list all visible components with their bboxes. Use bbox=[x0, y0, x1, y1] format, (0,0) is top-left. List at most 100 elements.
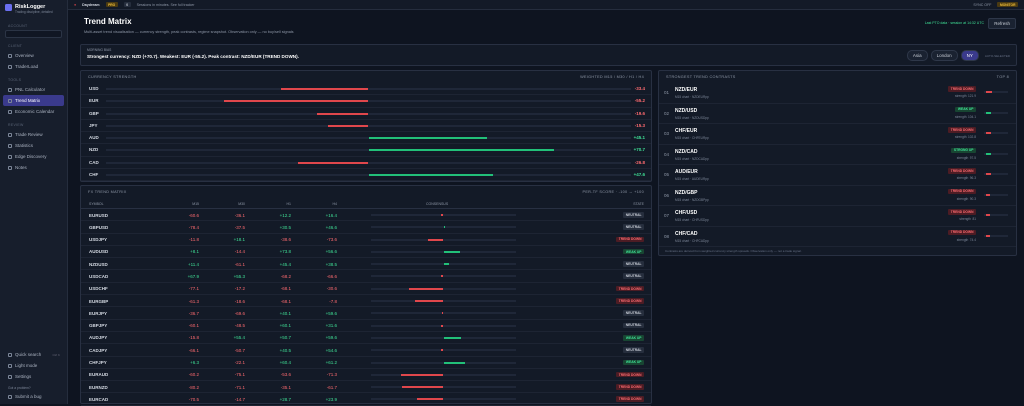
consensus-track bbox=[371, 275, 516, 278]
nav-icon bbox=[8, 374, 12, 379]
state-badge: STRONG UP bbox=[951, 147, 976, 154]
strength-value: 81 bbox=[972, 217, 976, 221]
nav-item[interactable]: PNL Calculator bbox=[3, 84, 64, 95]
state-badge: TREND DOWN bbox=[616, 384, 644, 390]
bias-box: MORNING BIAS Strongest currency: NZD (+7… bbox=[80, 44, 1017, 66]
currency-row: GBP -19.6 bbox=[81, 108, 651, 120]
session-button[interactable]: London bbox=[930, 50, 958, 61]
contrast-row[interactable]: 08 CHF/CAD M15 chart · CHFCADpp TREND DOWN s… bbox=[659, 227, 1016, 247]
tf-score: -80.2 bbox=[188, 384, 199, 390]
nav-item[interactable]: TraderLoad bbox=[3, 61, 64, 72]
pair: NZD/USD bbox=[675, 107, 698, 114]
nav-item[interactable]: Overview bbox=[3, 50, 64, 61]
contrast-row[interactable]: 02 NZD/USD M15 chart · NZDUSDpp WEAK UP stre… bbox=[659, 104, 1016, 124]
tf-score: +18.1 bbox=[233, 237, 245, 243]
tf-score: +55.3 bbox=[233, 273, 245, 279]
tf-score: -69.6 bbox=[234, 310, 245, 316]
tf-score: -66.1 bbox=[188, 347, 199, 353]
state-badge: TREND DOWN bbox=[948, 209, 976, 215]
strength-bar bbox=[986, 214, 990, 216]
consensus-bar bbox=[417, 398, 444, 401]
session-button[interactable]: Asia bbox=[906, 50, 928, 61]
tf-score: -22.1 bbox=[234, 360, 245, 366]
search-key: Ctrl K bbox=[52, 352, 61, 357]
symbol: CHFJPY bbox=[89, 360, 107, 366]
matrix-row: EURUSD -60.6 -36.1 +12.2 +16.4 NEUTRAL bbox=[81, 209, 651, 222]
chart-link: M15 chart · AUDEURpp bbox=[675, 177, 709, 181]
nav-item[interactable]: Notes bbox=[3, 162, 64, 173]
pair: CHF/CAD bbox=[675, 230, 698, 237]
tf-score: +30.5 bbox=[279, 224, 291, 230]
symbol: GBPUSD bbox=[89, 224, 109, 230]
consensus-track bbox=[371, 312, 516, 315]
nav-item[interactable]: Edge Discovery bbox=[3, 151, 64, 162]
nav-icon bbox=[8, 64, 12, 69]
contrast-row[interactable]: 05 AUD/EUR M15 chart · AUDEURpp TREND DOWN s… bbox=[659, 165, 1016, 186]
tf-score: -66.6 bbox=[326, 273, 337, 279]
notice: Sessions in minutes. See full tracker bbox=[136, 2, 195, 7]
nav-item[interactable]: Trend Matrix bbox=[3, 95, 64, 106]
strength-track bbox=[984, 91, 1008, 93]
column-header: M30 bbox=[238, 201, 245, 206]
currency-panel: CURRENCY STRENGTH WEIGHTED M15 / M30 / H1… bbox=[80, 70, 652, 182]
tf-score: +59.6 bbox=[325, 310, 337, 316]
nav-item[interactable]: Economic Calendar bbox=[3, 106, 64, 117]
tf-score: -71.1 bbox=[234, 384, 245, 390]
nav-icon bbox=[8, 165, 12, 170]
strength: strength 97.5 bbox=[957, 156, 976, 160]
brand-name: RiskLogger bbox=[15, 4, 46, 10]
session-button[interactable]: NY bbox=[960, 50, 979, 61]
tf-score: +67.9 bbox=[187, 273, 199, 279]
strength-word: strength bbox=[954, 135, 967, 139]
matrix-header-row: SYMBOL M15 M30 H1 H4 CONSENSUS STATE bbox=[81, 198, 651, 209]
state-badge: TREND DOWN bbox=[948, 127, 976, 133]
workspace[interactable]: Daydream bbox=[82, 2, 100, 7]
track bbox=[106, 161, 631, 164]
nav-item[interactable]: Statistics bbox=[3, 140, 64, 151]
contrast-row[interactable]: 01 NZD/EUR M15 chart · NZDEURpp TREND DOWN s… bbox=[659, 83, 1016, 104]
tf-score: +50.7 bbox=[279, 335, 291, 341]
currency-label: NZD bbox=[89, 147, 99, 153]
state-badge: TREND DOWN bbox=[616, 396, 644, 403]
state-badge: NEUTRAL bbox=[623, 212, 644, 218]
tf-score: -14.4 bbox=[234, 249, 245, 255]
tf-score: -50.7 bbox=[234, 347, 245, 353]
contrast-row[interactable]: 07 CHF/USD M15 chart · CHFUSDpp TREND DOWN s… bbox=[659, 206, 1016, 227]
bias-text: Strongest currency: NZD (+70.7). Weakest… bbox=[87, 54, 299, 59]
strength-word: strength bbox=[956, 155, 969, 160]
tf-score: -35.1 bbox=[280, 384, 291, 390]
monitor[interactable]: MONITOR bbox=[997, 1, 1018, 8]
refresh-button[interactable]: Refresh bbox=[988, 18, 1016, 29]
strength-bar bbox=[223, 100, 369, 103]
matrix-table: SYMBOL M15 M30 H1 H4 CONSENSUS STATE EURUSD -60.… bbox=[81, 198, 651, 406]
state-badge: TREND DOWN bbox=[948, 188, 976, 195]
quick-search[interactable]: Quick search Ctrl K bbox=[3, 349, 65, 360]
account-select[interactable] bbox=[5, 30, 62, 38]
tf-score: -78.4 bbox=[188, 224, 199, 230]
tf-score: +56.6 bbox=[325, 249, 337, 255]
tf-score: -60.6 bbox=[188, 212, 199, 218]
contrast-row[interactable]: 06 NZD/GBP M15 chart · NZDGBPpp TREND DOWN s… bbox=[659, 186, 1016, 206]
contrasts-title: STRONGEST TREND CONTRASTS bbox=[666, 75, 736, 79]
strength-track bbox=[984, 132, 1008, 134]
nav-label: Edge Discovery bbox=[15, 154, 47, 159]
strength-value: -33.4 bbox=[634, 86, 645, 91]
tf-score: +16.4 bbox=[325, 212, 337, 218]
sync[interactable]: SYNC OFF bbox=[973, 2, 992, 7]
submit-bug[interactable]: Submit a bug bbox=[3, 391, 65, 402]
tf-score: -11.8 bbox=[189, 237, 199, 243]
nav-item[interactable]: Settings bbox=[3, 371, 65, 382]
strength: strength 96.3 bbox=[957, 176, 976, 180]
matrix-row: EURGBP -61.3 -18.6 -68.1 -7.8 TREND DOWN bbox=[81, 295, 651, 308]
strength-bar bbox=[317, 112, 369, 115]
state-badge: WEAK UP bbox=[955, 106, 976, 113]
contrast-row[interactable]: 04 NZD/CAD M15 chart · NZDCADpp STRONG UP st… bbox=[659, 145, 1016, 165]
symbol: NZDUSD bbox=[89, 261, 108, 267]
nav-item[interactable]: Trade Review bbox=[3, 129, 64, 140]
contrast-row[interactable]: 03 CHF/EUR M15 chart · CHFEURpp TREND DOWN s… bbox=[659, 124, 1016, 145]
tf-score: -14.7 bbox=[234, 396, 245, 402]
nav-item[interactable]: Light mode bbox=[3, 360, 65, 371]
tf-score: -53.6 bbox=[280, 372, 291, 378]
currency-label: GBP bbox=[89, 110, 99, 116]
currency-label: CAD bbox=[89, 159, 99, 165]
